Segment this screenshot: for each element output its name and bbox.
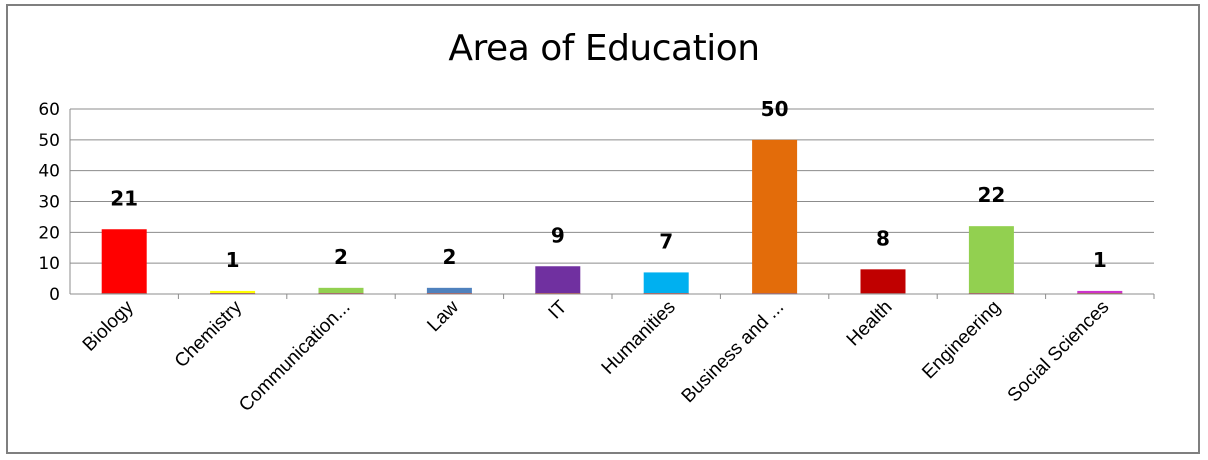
data-label: 8 xyxy=(876,226,890,250)
data-label: 1 xyxy=(1093,248,1107,272)
x-tick-label: IT xyxy=(545,296,572,323)
data-label: 50 xyxy=(761,97,789,121)
data-label: 1 xyxy=(226,248,240,272)
x-tick-label: Engineering xyxy=(918,297,1005,384)
y-tick-label: 20 xyxy=(38,223,60,243)
chart-title: Area of Education xyxy=(448,28,760,69)
bar xyxy=(968,226,1014,294)
y-tick-label: 10 xyxy=(38,254,60,274)
data-label: 22 xyxy=(977,183,1005,207)
data-label: 2 xyxy=(442,245,456,269)
x-tick-label: Law xyxy=(423,296,463,336)
data-label: 9 xyxy=(551,223,565,247)
bar xyxy=(643,272,689,294)
bar xyxy=(1077,290,1123,294)
bar xyxy=(752,139,798,294)
x-tick-label: Chemistry xyxy=(171,296,247,372)
bar xyxy=(210,290,256,294)
y-tick-label: 50 xyxy=(38,131,60,151)
data-label: 7 xyxy=(659,229,673,253)
bar xyxy=(535,266,581,294)
bar xyxy=(101,229,147,294)
x-tick-label: Humanities xyxy=(598,297,680,379)
y-tick-label: 60 xyxy=(38,100,60,120)
x-tick-label: Biology xyxy=(79,296,138,355)
x-tick-label: Social Sciences xyxy=(1004,297,1114,407)
bar xyxy=(426,287,472,294)
y-tick-label: 0 xyxy=(49,285,60,305)
y-tick-label: 40 xyxy=(38,162,60,182)
bar xyxy=(318,287,364,294)
x-tick-label: Health xyxy=(843,297,897,351)
bar xyxy=(860,269,906,294)
data-label: 21 xyxy=(110,186,138,210)
y-tick-label: 30 xyxy=(38,193,60,213)
x-tick-label: Business and ... xyxy=(678,297,788,407)
data-label: 2 xyxy=(334,245,348,269)
x-tick-label: Communication... xyxy=(235,297,354,416)
